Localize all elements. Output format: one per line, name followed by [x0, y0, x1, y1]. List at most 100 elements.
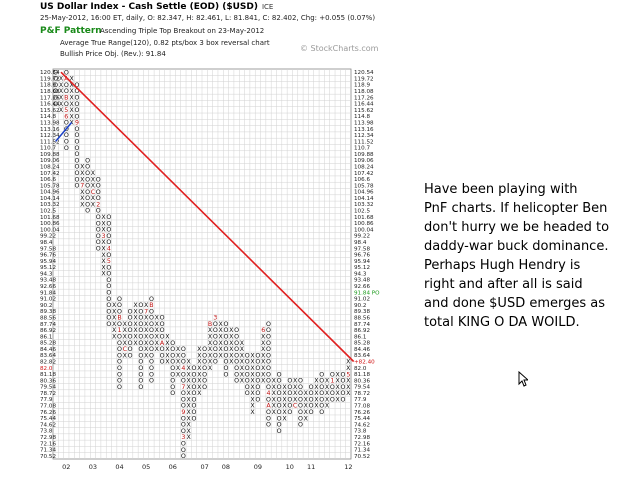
pnf-x-box: X [346, 365, 351, 372]
pnf-o-box: O [234, 359, 239, 366]
pnf-o-box: O [330, 390, 335, 397]
pnf-x-box: X [250, 409, 255, 416]
pnf-o-box: O [266, 384, 271, 391]
pnf-x-box: X [80, 164, 85, 171]
price-label-right: 72.16 [354, 441, 370, 447]
pnf-o-box: O [128, 340, 133, 347]
price-label-right: 113.16 [354, 127, 374, 133]
pnf-x-box: X [261, 371, 266, 378]
price-label-left: 120.54 [40, 70, 60, 76]
pnf-o-box: O [266, 371, 271, 378]
pnf-o-box: O [64, 88, 69, 95]
pnf-x-box: X [336, 371, 341, 378]
pnf-x-box: X [144, 340, 149, 347]
pnf-x-box: X [325, 403, 330, 410]
month-marker: 5 [346, 371, 350, 378]
pnf-o-box: O [266, 409, 271, 416]
pnf-x-box: X [208, 359, 213, 366]
price-label-left: 108.24 [40, 165, 60, 171]
pnf-o-box: O [245, 390, 250, 397]
pnf-o-box: O [266, 415, 271, 422]
pnf-x-box: X [240, 346, 245, 353]
price-label-left: 104.96 [40, 190, 60, 196]
price-label-left: 110.7 [40, 146, 56, 152]
pnf-x-box: X [293, 384, 298, 391]
price-label-left: 103.32 [40, 202, 60, 208]
pnf-x-box: X [101, 252, 106, 259]
pnf-o-box: O [213, 327, 218, 334]
pnf-x-box: X [69, 107, 74, 114]
pnf-x-box: X [208, 340, 213, 347]
pnf-x-box: X [208, 365, 213, 372]
price-label-right: 115.62 [354, 108, 374, 114]
pnf-o-box: O [245, 365, 250, 372]
month-marker: 6 [64, 113, 68, 120]
pnf-o-box: O [160, 346, 165, 353]
pnf-o-box: O [255, 352, 260, 359]
pnf-o-box: O [234, 340, 239, 347]
price-label-left: 92.66 [40, 284, 56, 290]
pnf-x-box: X [112, 315, 117, 322]
pnf-x-box: X [91, 201, 96, 208]
pnf-x-box: X [144, 302, 149, 309]
month-marker: A [64, 76, 69, 83]
pnf-o-box: O [213, 340, 218, 347]
pnf-x-box: X [314, 378, 319, 385]
pnf-o-box: O [223, 327, 228, 334]
pnf-o-box: O [160, 352, 165, 359]
pnf-x-box: X [133, 327, 138, 334]
pnf-o-box: O [213, 321, 218, 328]
price-label-left: 104.14 [40, 196, 60, 202]
pnf-o-box: O [170, 359, 175, 366]
pnf-x-box: X [250, 352, 255, 359]
pnf-o-box: O [106, 283, 111, 290]
pnf-x-box: X [144, 327, 149, 334]
pnf-o-box: O [96, 183, 101, 190]
price-label-right: 90.2 [354, 303, 366, 309]
support-line [55, 121, 73, 142]
price-label-left: 101.68 [40, 215, 60, 221]
price-label-right: 70.52 [354, 454, 370, 460]
pnf-o-box: O [202, 371, 207, 378]
price-label-right: 75.44 [354, 416, 370, 422]
pnf-o-box: O [319, 384, 324, 391]
commentary-text: Have been playing with PnF charts. If he… [424, 180, 632, 332]
pnf-o-box: O [170, 340, 175, 347]
pnf-x-box: X [112, 321, 117, 328]
pnf-x-box: X [112, 334, 117, 341]
pnf-x-box: X [272, 396, 277, 403]
pnf-x-box: X [261, 340, 266, 347]
pnf-o-box: O [287, 409, 292, 416]
price-label-left: 117.26 [40, 95, 60, 101]
pnf-o-box: O [181, 346, 186, 353]
copyright-label: © StockCharts.com [300, 44, 379, 53]
pnf-o-box: O [192, 365, 197, 372]
pnf-o-box: O [234, 346, 239, 353]
pnf-x-box: X [208, 334, 213, 341]
pnf-o-box: O [117, 321, 122, 328]
pnf-o-box: O [106, 220, 111, 227]
pnf-x-box: X [346, 359, 351, 366]
pnf-x-box: X [144, 352, 149, 359]
x-axis-label: 05 [142, 463, 150, 471]
price-label-right: +82.40 [354, 360, 375, 366]
pnf-x-box: X [282, 396, 287, 403]
price-label-left: 79.54 [40, 385, 56, 391]
price-label-right: 108.24 [354, 165, 374, 171]
pnf-x-box: X [208, 327, 213, 334]
price-label-left: 109.88 [40, 152, 60, 158]
x-axis-label: 12 [344, 463, 352, 471]
pnf-o-box: O [138, 371, 143, 378]
pnf-x-box: X [240, 359, 245, 366]
price-label-right: 86.1 [354, 334, 367, 340]
pnf-o-box: O [223, 340, 228, 347]
pnf-o-box: O [138, 378, 143, 385]
pnf-x-box: X [187, 409, 192, 416]
pnf-o-box: O [170, 378, 175, 385]
price-label-right: 93.48 [354, 278, 370, 284]
pnf-o-box: O [74, 157, 79, 164]
pnf-o-box: O [128, 321, 133, 328]
pnf-x-box: X [261, 378, 266, 385]
pnf-o-box: O [319, 396, 324, 403]
price-label-right: 103.32 [354, 202, 374, 208]
